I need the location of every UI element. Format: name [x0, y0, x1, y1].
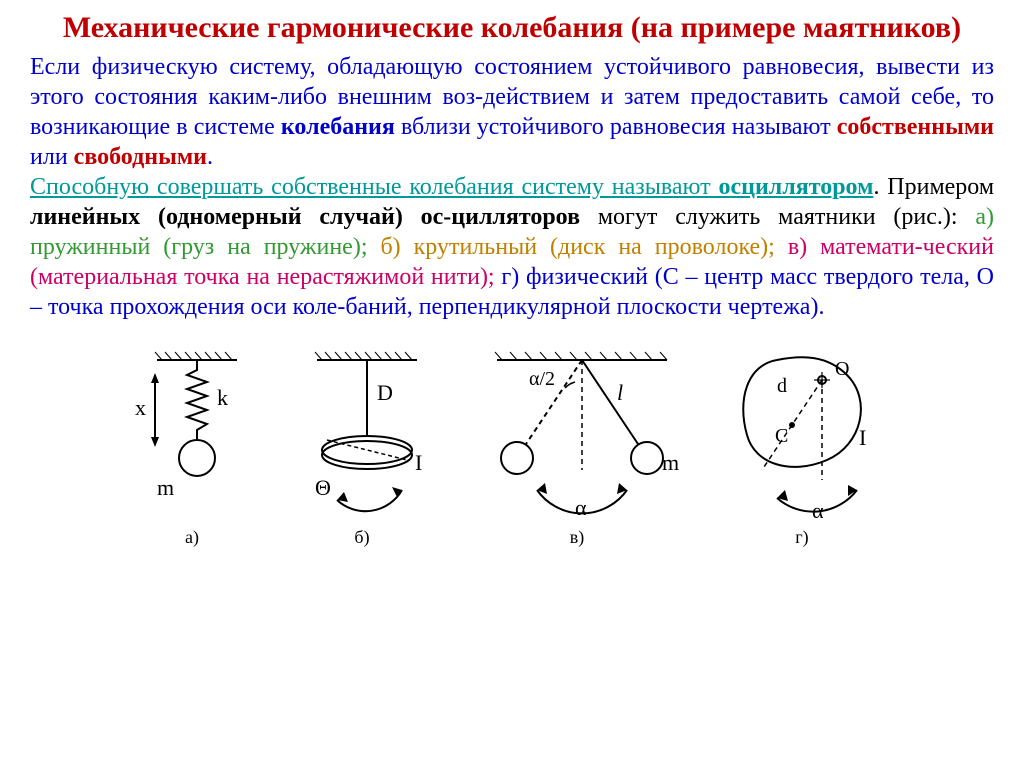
p2-s2 — [775, 234, 788, 260]
label-m: m — [157, 475, 174, 500]
diagram-b-label: б) — [277, 527, 447, 548]
p1-dot: . — [207, 144, 213, 170]
p2-t3: . Примером — [873, 174, 994, 200]
diagram-c-label: в) — [467, 527, 687, 548]
paragraph-1: Если физическую систему, обладающую сост… — [30, 52, 994, 172]
diagram-d-label: г) — [707, 527, 897, 548]
diagram-d: O d C I α г) — [707, 340, 897, 548]
p1-kolebaniya: колебания — [281, 114, 395, 140]
p2-s1 — [367, 234, 380, 260]
label-k: k — [217, 385, 228, 410]
label-O: O — [835, 358, 849, 380]
label-theta: Θ — [315, 475, 331, 500]
label-d: d — [777, 375, 787, 397]
p2-linear: линейных (одномерный случай) ос-циллятор… — [30, 204, 580, 230]
diagram-row: x k m а) D — [30, 340, 994, 548]
label-m-c: m — [662, 450, 679, 475]
label-alpha-d: α — [812, 498, 824, 520]
p2-b: б) крутильный (диск на проволоке); — [380, 234, 774, 260]
label-x: x — [135, 395, 146, 420]
p2-lead: Способную совершать собственные колебани… — [30, 174, 719, 200]
p2-t5: могут служить маятники (рис.): — [580, 204, 975, 230]
page-title: Механические гармонические колебания (на… — [30, 10, 994, 46]
label-I-d: I — [859, 425, 866, 450]
paragraph-2: Способную совершать собственные колебани… — [30, 172, 994, 322]
label-alpha-c: α — [575, 495, 587, 520]
p2-oscillator: осциллятором — [719, 174, 874, 200]
diagram-a-label: а) — [127, 527, 257, 548]
p1-ili: или — [30, 144, 74, 170]
diagram-c: α/2 l m α в) — [467, 340, 687, 548]
p1-sobstvennymi: собственными — [837, 114, 994, 140]
p1-text2: вблизи устойчивого равновесия называют — [395, 114, 837, 140]
label-l: l — [617, 380, 623, 405]
diagram-a: x k m а) — [127, 340, 257, 548]
p1-svobodnymi: свободными — [74, 144, 207, 170]
label-D: D — [377, 380, 393, 405]
label-a2: α/2 — [529, 368, 555, 390]
label-I-b: I — [415, 450, 422, 475]
label-C: C — [775, 425, 788, 447]
diagram-b: D Θ I б) — [277, 340, 447, 548]
